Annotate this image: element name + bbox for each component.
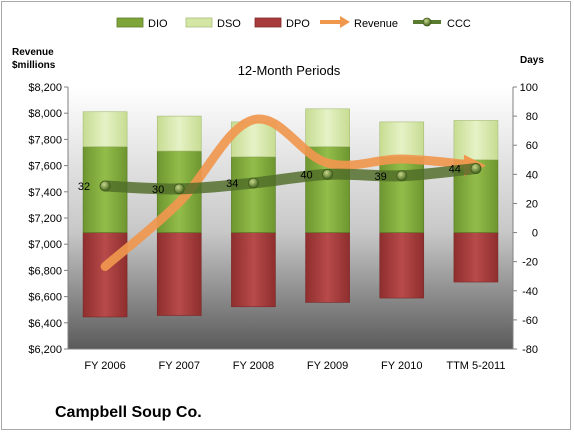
revenue-line: [100, 114, 481, 271]
ccc-series: 32 30 34 40 39 44: [78, 163, 482, 196]
legend-label-ccc: CCC: [447, 18, 471, 30]
bar-dpo: [453, 232, 499, 283]
ccc-value-label: 30: [152, 184, 164, 196]
legend-revenue-arrow: [340, 16, 350, 28]
ccc-value-label: 32: [78, 181, 90, 193]
ccc-value-label: 40: [300, 169, 312, 181]
plot-area: [68, 87, 513, 349]
bar-dio: [231, 156, 276, 233]
category-label: FY 2009: [307, 360, 348, 372]
ccc-point: [396, 170, 408, 182]
right-tick-label: 0: [532, 228, 538, 240]
right-tick-label: -60: [522, 315, 538, 327]
legend-ccc-marker: [422, 17, 432, 27]
ccc-value-label: 44: [449, 164, 461, 176]
left-tick-label: $7,800: [28, 134, 62, 146]
left-tick-label: $6,200: [28, 344, 62, 356]
category-label: FY 2006: [84, 360, 125, 372]
left-tick-label: $6,800: [28, 265, 62, 277]
legend-label-dso: DSO: [217, 18, 241, 30]
category-label: TTM 5-2011: [446, 360, 505, 372]
ccc-point: [173, 183, 185, 195]
bar-dso: [453, 120, 499, 161]
ccc-point: [470, 163, 482, 174]
category-label: FY 2008: [233, 360, 274, 372]
legend-swatch-dpo: [254, 17, 282, 28]
right-axis-ticks: -80 -60 -40 -20 0 20 40 60 80 100: [513, 82, 538, 356]
left-tick-label: $7,200: [28, 213, 62, 225]
company-name: Campbell Soup Co.: [55, 404, 202, 421]
legend-label-revenue: Revenue: [354, 18, 398, 30]
left-axis-ticks: $6,200 $6,400 $6,600 $6,800 $7,000 $7,200 $7,4…: [28, 82, 68, 356]
bar-dso: [82, 111, 128, 147]
bar-dso: [379, 121, 425, 158]
ccc-point: [99, 180, 111, 192]
chart-title: 12-Month Periods: [238, 63, 341, 78]
category-labels: FY 2006 FY 2007 FY 2008 FY 2009 FY 2010 TTM 5…: [84, 360, 505, 372]
right-tick-label: 60: [526, 140, 538, 152]
ccc-point: [248, 177, 259, 189]
ccc-value-label: 39: [375, 171, 387, 183]
legend-label-dpo: DPO: [286, 18, 310, 30]
bar-series: [82, 108, 499, 318]
ccc-value-label: 34: [226, 178, 238, 190]
legend-swatch-dio: [116, 17, 144, 28]
left-tick-label: $8,000: [28, 108, 62, 120]
left-tick-label: $7,400: [28, 187, 62, 199]
right-axis-title: Days: [520, 55, 544, 66]
ccc-line: [99, 163, 482, 195]
bar-dso: [156, 115, 202, 152]
right-tick-label: 100: [520, 82, 538, 94]
left-tick-label: $7,000: [28, 239, 62, 251]
right-tick-label: 80: [526, 111, 538, 123]
left-tick-label: $6,400: [28, 318, 62, 330]
category-label: FY 2010: [381, 360, 422, 372]
bar-dpo: [305, 232, 350, 303]
bar-dpo: [231, 232, 276, 308]
right-tick-label: 40: [526, 169, 538, 181]
right-tick-label: -40: [522, 286, 538, 298]
right-tick-label: -80: [522, 344, 538, 356]
legend-swatch-dso: [185, 17, 213, 28]
bar-dpo: [156, 232, 202, 316]
left-axis-title-line1: Revenue: [12, 47, 54, 58]
ccc-point: [322, 168, 333, 180]
left-tick-label: $6,600: [28, 292, 62, 304]
bar-dio: [379, 156, 425, 233]
bar-dso: [305, 108, 350, 147]
right-tick-label: -20: [522, 257, 538, 269]
left-tick-label: $8,200: [28, 82, 62, 94]
category-label: FY 2007: [159, 360, 200, 372]
legend: DIO DSO DPO Revenue CCC: [116, 16, 471, 30]
right-tick-label: 20: [526, 198, 538, 210]
bar-dpo: [82, 232, 128, 318]
left-tick-label: $7,600: [28, 161, 62, 173]
legend-label-dio: DIO: [148, 18, 168, 30]
left-axis-title-line2: $millions: [12, 60, 56, 71]
bar-dpo: [379, 232, 425, 299]
